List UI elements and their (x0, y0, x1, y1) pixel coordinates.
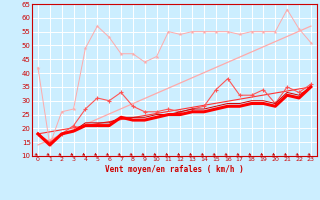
X-axis label: Vent moyen/en rafales ( km/h ): Vent moyen/en rafales ( km/h ) (105, 165, 244, 174)
